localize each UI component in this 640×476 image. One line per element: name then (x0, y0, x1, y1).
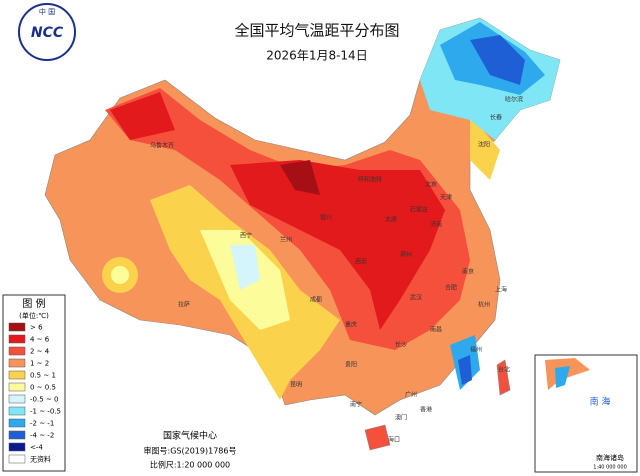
city-label: 呼和浩特 (358, 176, 382, 184)
city-label: 天津 (440, 195, 452, 202)
map-number: 审图号:GS(2019)1786号 (144, 446, 237, 456)
legend-swatch (8, 358, 26, 368)
city-label: 上海 (495, 286, 507, 294)
city-label: 石家庄 (410, 206, 428, 214)
city-label: 澳门 (395, 414, 407, 422)
legend-label: 4 ~ 6 (30, 336, 50, 344)
legend-label: -4 ~ -2 (30, 432, 54, 440)
agency: 国家气候中心 (163, 430, 217, 442)
legend-label: -0.5 ~ 0 (30, 396, 58, 404)
logo-text: NCC (31, 25, 64, 41)
city-label: 济南 (430, 221, 442, 229)
city-label: 海口 (388, 436, 400, 444)
city-label: 广州 (405, 391, 417, 399)
legend-label: 0 ~ 0.5 (30, 384, 56, 392)
city-label: 成都 (310, 296, 322, 304)
legend-label: 无资料 (30, 455, 51, 464)
city-label: 南京 (462, 268, 474, 276)
inset-scale: 1:40 000 000 (593, 465, 627, 471)
legend-swatch (8, 430, 26, 440)
legend-unit: (单位:℃) (19, 311, 49, 320)
legend: 图 例 (单位:℃) > 6 4 ~ 6 2 ~ 4 1 ~ 2 0.5 ~ 1 0 ~ … (2, 294, 66, 472)
logo: 中 国 NCC (18, 3, 76, 61)
legend-label: > 6 (30, 324, 43, 332)
inset-sea: 南 海 (590, 396, 611, 408)
city-label: 西宁 (240, 232, 252, 240)
city-labels: 乌鲁木齐 拉萨 西宁 兰州 银川 呼和浩特 太原 石家庄 北京 天津 济南 郑州… (150, 96, 523, 444)
legend-swatch (8, 406, 26, 416)
legend-label: 0.5 ~ 1 (30, 372, 56, 380)
legend-title: 图 例 (22, 297, 45, 310)
city-label: 西安 (355, 258, 367, 266)
city-label: 南昌 (430, 326, 442, 334)
city-label: 沈阳 (478, 141, 490, 149)
city-label: 南宁 (350, 401, 362, 409)
city-label: 重庆 (345, 321, 357, 329)
inset-title: 南海诸岛 (596, 453, 624, 462)
inset: 南 海 南海诸岛 1:40 000 000 (534, 354, 638, 473)
legend-label: <-4 (30, 444, 43, 452)
city-label: 香港 (420, 406, 432, 414)
city-label: 合肥 (445, 284, 457, 292)
city-label: 乌鲁木齐 (150, 142, 174, 150)
city-label: 昆明 (290, 382, 302, 389)
logo-top: 中 国 (39, 7, 55, 16)
city-label: 哈尔滨 (505, 96, 523, 104)
city-label: 杭州 (478, 301, 490, 309)
city-label: 福州 (470, 346, 482, 354)
city-label: 银川 (320, 214, 332, 222)
legend-swatch (8, 346, 26, 356)
city-label: 北京 (425, 181, 437, 189)
legend-swatch (8, 334, 26, 344)
legend-label: -1 ~ -0.5 (30, 408, 61, 416)
legend-swatch (8, 454, 26, 464)
legend-label: 2 ~ 4 (30, 348, 50, 356)
city-label: 武汉 (410, 294, 422, 302)
legend-swatch (8, 442, 26, 452)
legend-label: 1 ~ 2 (30, 360, 49, 368)
legend-swatch (8, 382, 26, 392)
city-label: 郑州 (400, 251, 412, 259)
legend-swatch (8, 418, 26, 428)
legend-swatch (8, 322, 26, 332)
city-label: 太原 (385, 216, 397, 224)
city-label: 台北 (498, 366, 510, 374)
city-label: 拉萨 (178, 301, 190, 309)
title: 全国平均气温距平分布图 (234, 22, 399, 40)
legend-label: -2 ~ -1 (30, 420, 54, 428)
legend-swatch (8, 394, 26, 404)
date: 2026年1月8-14日 (266, 49, 367, 63)
city-label: 长春 (490, 114, 502, 122)
city-label: 长沙 (395, 341, 407, 349)
legend-swatch (8, 370, 26, 380)
city-label: 兰州 (280, 236, 292, 244)
map (44, 17, 561, 451)
scale: 比例尺:1:20 000 000 (150, 460, 230, 470)
city-label: 贵阳 (345, 361, 357, 369)
